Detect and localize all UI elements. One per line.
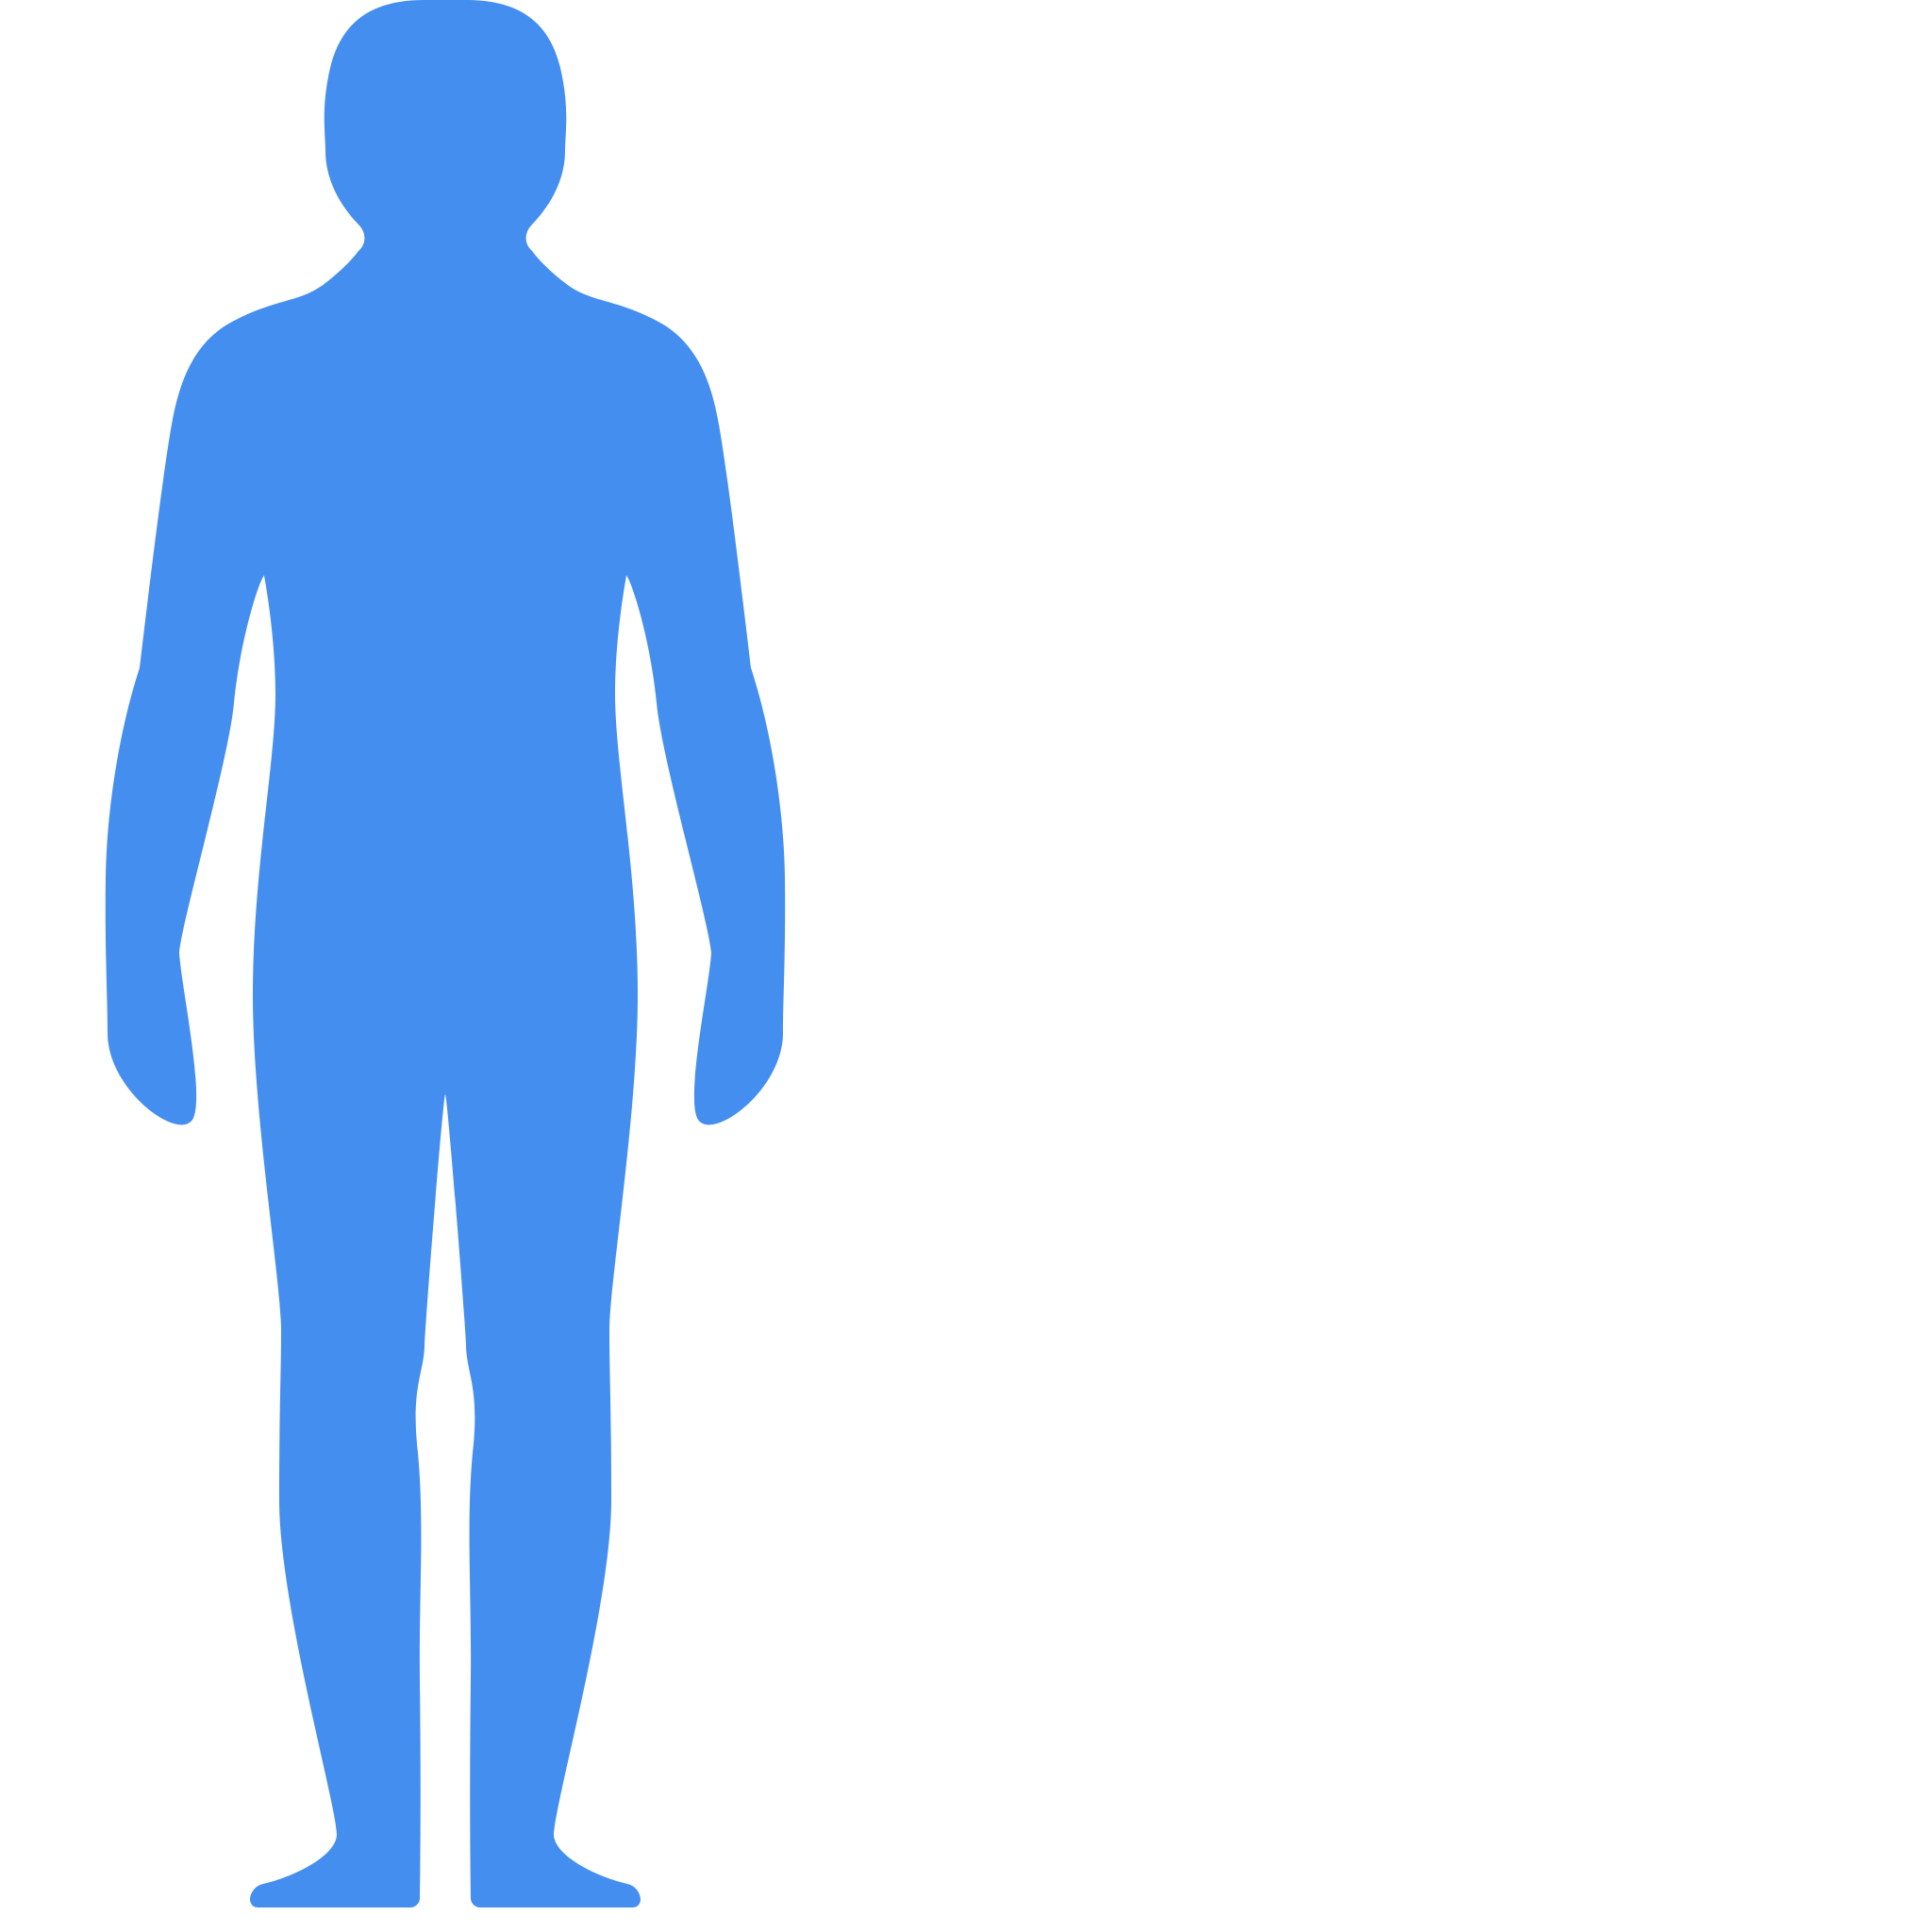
body-silhouette	[105, 0, 786, 1907]
